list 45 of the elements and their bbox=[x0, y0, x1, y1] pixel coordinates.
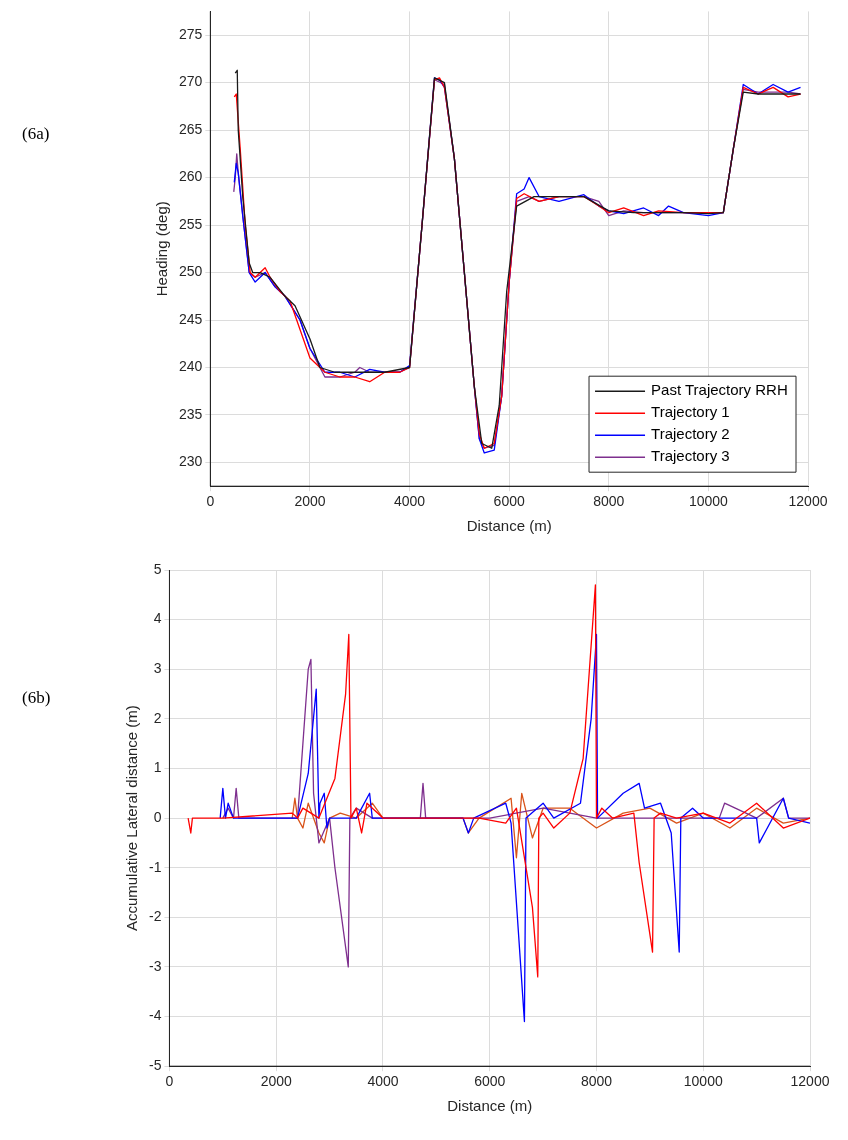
y-tick-label: 275 bbox=[179, 26, 203, 42]
y-tick-label: 1 bbox=[153, 759, 162, 776]
y-tick-label: -2 bbox=[149, 908, 162, 925]
x-axis-title: Distance (m) bbox=[447, 1097, 533, 1115]
y-tick-label: 4 bbox=[153, 610, 162, 627]
legend-label: Trajectory 3 bbox=[651, 447, 730, 465]
x-tick-label: 6000 bbox=[493, 493, 525, 510]
y-tick-label: 240 bbox=[179, 358, 203, 375]
x-tick-label: 2000 bbox=[260, 1073, 292, 1090]
y-axis-title: Heading (deg) bbox=[153, 201, 171, 297]
x-tick-label: 12000 bbox=[790, 1073, 830, 1090]
y-tick-label: 2 bbox=[153, 709, 162, 726]
x-tick-label: 2000 bbox=[294, 493, 326, 510]
x-tick-label: 10000 bbox=[688, 493, 729, 510]
y-tick-label: 265 bbox=[179, 120, 203, 137]
y-tick-label: -5 bbox=[149, 1057, 162, 1074]
x-axis-title: Distance (m) bbox=[466, 517, 552, 535]
x-tick-label: 4000 bbox=[393, 493, 426, 510]
x-tick-label: 10000 bbox=[683, 1073, 723, 1090]
text: (6a) bbox=[22, 124, 50, 144]
legend-label: Trajectory 2 bbox=[651, 425, 730, 443]
y-tick-label: 270 bbox=[179, 73, 203, 90]
x-tick-label: 8000 bbox=[593, 493, 625, 510]
y-tick-label: 3 bbox=[153, 660, 162, 677]
y-tick-label: 235 bbox=[179, 405, 203, 422]
x-tick-label: 8000 bbox=[580, 1073, 613, 1090]
y-tick-label: -3 bbox=[149, 957, 162, 974]
x-tick-label: 6000 bbox=[474, 1073, 506, 1090]
y-tick-label: -4 bbox=[149, 1007, 162, 1024]
x-tick-label: 4000 bbox=[367, 1073, 399, 1090]
y-tick-label: 260 bbox=[179, 168, 203, 185]
legend-label: Past Trajectory RRH bbox=[651, 381, 788, 399]
y-tick-label: 230 bbox=[179, 453, 203, 470]
x-tick-label: 0 bbox=[206, 493, 215, 510]
y-tick-label: 5 bbox=[153, 560, 162, 577]
y-axis-title: Accumulative Lateral distance (m) bbox=[123, 705, 141, 932]
y-tick-label: 0 bbox=[153, 808, 162, 825]
y-tick-label: 245 bbox=[179, 310, 203, 327]
y-tick-label: 255 bbox=[179, 215, 203, 232]
y-tick-label: 250 bbox=[179, 263, 203, 280]
y-tick-label: -1 bbox=[149, 858, 162, 875]
x-tick-label: 12000 bbox=[788, 493, 828, 510]
text: (6b) bbox=[22, 688, 51, 708]
x-tick-label: 0 bbox=[165, 1073, 174, 1090]
legend-label: Trajectory 1 bbox=[651, 403, 730, 421]
